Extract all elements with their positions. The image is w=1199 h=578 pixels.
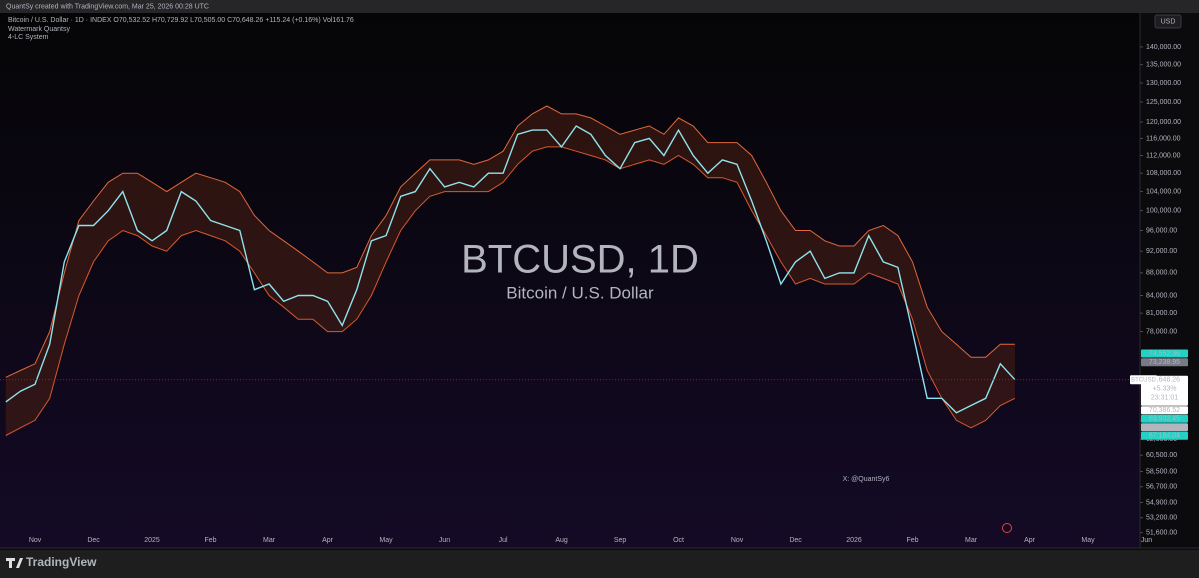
band-line xyxy=(5,146,1016,436)
y-tick-label: 51,600.00 xyxy=(1146,529,1177,536)
event-icon[interactable] xyxy=(1002,523,1012,533)
x-tick-label: Nov xyxy=(731,537,744,544)
x-tick-label: Apr xyxy=(322,537,334,544)
credit: QuantSy created with TradingView.com, Ma… xyxy=(6,3,209,10)
footer xyxy=(0,550,1199,578)
x-tick-label: May xyxy=(1081,537,1095,544)
y-tick-label: 81,000.00 xyxy=(1146,310,1177,317)
price-label: 69,520.00 xyxy=(1149,424,1180,431)
x-tick-label: Mar xyxy=(263,537,276,544)
price-label-box xyxy=(1141,349,1188,358)
x-tick-label: Oct xyxy=(673,537,684,544)
currency[interactable]: USD xyxy=(1161,18,1176,25)
x-tick-label: Apr xyxy=(1024,537,1036,544)
price-label: 73,238.95 xyxy=(1149,359,1180,366)
price-label: 74,552.36 xyxy=(1149,350,1180,357)
symbol-tag-box xyxy=(1130,375,1157,385)
watermark: BTCUSD, 1D xyxy=(461,238,699,282)
x-tick-label: May xyxy=(379,537,393,544)
x-tick-label: Jun xyxy=(1141,537,1152,544)
x-tick-label: Jul xyxy=(499,537,508,544)
y-tick-label: 53,200.00 xyxy=(1146,515,1177,522)
price-line xyxy=(5,125,1016,414)
price-label: 70,386.52 xyxy=(1149,407,1180,414)
price-label-box xyxy=(1141,431,1188,440)
x-tick-label: Aug xyxy=(555,537,568,544)
indicator-line: Watermark Quantsy xyxy=(8,26,70,33)
y-tick-label: 120,000.00 xyxy=(1146,119,1181,126)
brand: TradingView xyxy=(26,555,97,569)
band-fill xyxy=(5,105,1015,436)
price-label-box xyxy=(1141,414,1188,423)
price-label-box xyxy=(1141,406,1188,415)
y-tick-label: 135,000.00 xyxy=(1146,61,1181,68)
y-tick-label: 104,000.00 xyxy=(1146,188,1181,195)
y-tick-label: 84,000.00 xyxy=(1146,292,1177,299)
y-tick-label: 140,000.00 xyxy=(1146,44,1181,51)
y-tick-label: 58,500.00 xyxy=(1146,468,1177,475)
top-bar xyxy=(0,0,1199,13)
x-tick-label: Dec xyxy=(789,537,802,544)
band-line xyxy=(5,105,1015,378)
x-tick-label: Sep xyxy=(614,537,627,544)
symbol-tag: BTCUSD xyxy=(1131,377,1156,383)
annotation: X: @QuantSy6 xyxy=(843,476,890,483)
x-tick-label: Nov xyxy=(29,537,42,544)
y-tick-label: 125,000.00 xyxy=(1146,99,1181,106)
x-tick-label: Feb xyxy=(907,537,919,544)
countdown: 23:31:01 xyxy=(1151,395,1178,402)
y-tick-label: 54,900.00 xyxy=(1146,499,1177,506)
price-label: 69,932.45 xyxy=(1149,416,1180,423)
y-tick-label: 130,000.00 xyxy=(1146,80,1181,87)
watermark-subtitle: Bitcoin / U.S. Dollar xyxy=(506,283,654,302)
y-tick-label: 112,000.00 xyxy=(1146,152,1181,159)
x-tick-label: Mar xyxy=(965,537,978,544)
brand-logo xyxy=(6,558,23,568)
price-change: +5.33% xyxy=(1153,386,1177,393)
currency-box[interactable] xyxy=(1154,14,1182,29)
y-tick-label: 92,000.00 xyxy=(1146,248,1177,255)
price-label: 70,648.26 xyxy=(1149,377,1180,384)
y-tick-label: 88,000.00 xyxy=(1146,270,1177,277)
y-tick-label: 116,000.00 xyxy=(1146,135,1181,142)
y-tick-label: 56,700.00 xyxy=(1146,484,1177,491)
y-tick-label: 108,000.00 xyxy=(1146,170,1181,177)
price-label-box xyxy=(1141,423,1188,432)
indicator-line: 4-LC System xyxy=(8,34,49,41)
plot-area xyxy=(0,13,1140,548)
x-tick-label: Dec xyxy=(87,537,100,544)
legend-line: Bitcoin / U.S. Dollar · 1D · INDEX O70,5… xyxy=(8,17,354,24)
y-tick-label: 60,500.00 xyxy=(1146,452,1177,459)
x-tick-label: 2026 xyxy=(846,537,862,544)
price-label: 67,184.04 xyxy=(1149,433,1180,440)
x-tick-label: Jun xyxy=(439,537,450,544)
y-tick-label: 100,000.00 xyxy=(1146,207,1181,214)
x-tick-label: Feb xyxy=(205,537,217,544)
y-tick-label: 96,000.00 xyxy=(1146,227,1177,234)
x-tick-label: 2025 xyxy=(144,537,160,544)
price-label-box xyxy=(1141,358,1188,367)
y-tick-label: 78,000.00 xyxy=(1146,328,1177,335)
